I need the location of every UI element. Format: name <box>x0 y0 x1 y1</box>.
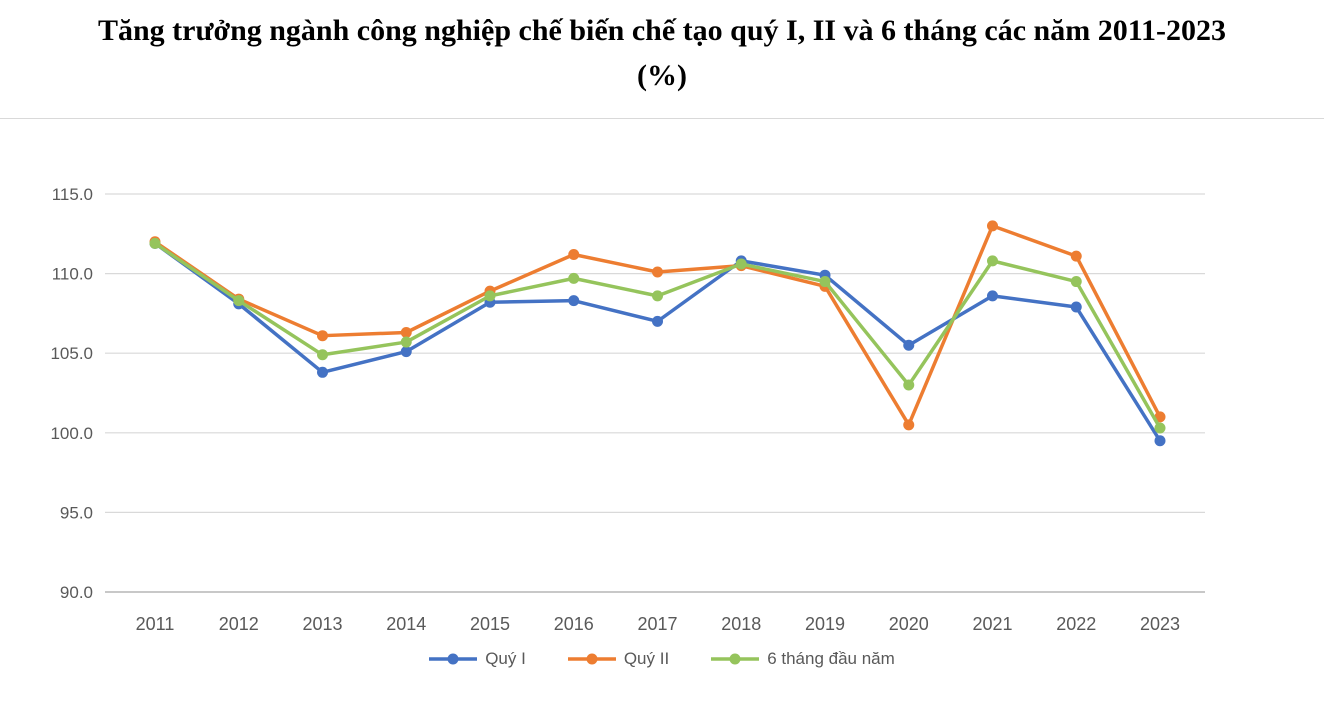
chart-legend: Quý I Quý II 6 tháng đầu năm <box>0 649 1324 669</box>
legend-label-quy-ii: Quý II <box>623 649 670 668</box>
data-point-marker <box>652 290 663 302</box>
data-point-marker <box>317 349 328 361</box>
x-tick-label: 2016 <box>554 614 594 634</box>
x-tick-label: 2019 <box>805 614 845 634</box>
legend-item-quy-i: Quý I <box>429 649 526 669</box>
legend-label-quy-i: Quý I <box>485 649 526 668</box>
chart-title: Tăng trưởng ngành công nghiệp chế biến c… <box>97 14 1227 92</box>
data-point-marker <box>484 290 496 302</box>
data-point-marker <box>652 266 663 278</box>
y-tick-label: 100.0 <box>50 424 93 443</box>
legend-label-6-thang: 6 tháng đầu năm <box>767 649 895 668</box>
legend-marker-quy-i <box>429 652 478 666</box>
legend-item-6-thang: 6 tháng đầu năm <box>711 649 895 669</box>
data-point-marker <box>149 237 161 249</box>
data-point-marker <box>317 330 328 342</box>
data-point-marker <box>1154 422 1166 434</box>
data-point-marker <box>652 315 663 327</box>
data-point-marker <box>987 220 998 232</box>
data-point-marker <box>1070 250 1082 262</box>
y-tick-label: 105.0 <box>50 344 93 363</box>
x-tick-label: 2022 <box>1056 614 1096 634</box>
x-tick-label: 2018 <box>721 614 761 634</box>
data-point-marker <box>233 295 245 307</box>
data-point-marker <box>819 276 831 288</box>
data-point-marker <box>735 258 747 270</box>
data-point-marker <box>987 290 998 302</box>
x-tick-label: 2017 <box>637 614 677 634</box>
legend-marker-6-thang <box>711 652 760 666</box>
line-chart: 90.0 95.0 100.0 105.0 110.0 115.0 2011 2012 2013… <box>50 185 1205 634</box>
y-tick-label: 115.0 <box>52 185 93 204</box>
x-tick-label: 2015 <box>470 614 510 634</box>
y-tick-label: 95.0 <box>60 503 93 522</box>
data-point-marker <box>400 327 412 339</box>
data-point-marker <box>568 248 580 260</box>
y-tick-label: 110.0 <box>52 265 93 284</box>
data-point-marker <box>903 339 915 351</box>
data-point-marker <box>1154 411 1166 423</box>
x-tick-label: 2014 <box>386 614 426 634</box>
x-tick-label: 2023 <box>1140 614 1180 634</box>
y-tick-label: 90.0 <box>60 583 93 602</box>
data-point-marker <box>903 419 915 431</box>
data-point-marker <box>1070 301 1082 313</box>
data-point-marker <box>568 272 580 284</box>
data-point-marker <box>400 346 412 358</box>
legend-marker-quy-ii <box>567 652 616 666</box>
x-tick-label: 2013 <box>302 614 342 634</box>
divider-line <box>0 118 1324 119</box>
x-tick-label: 2020 <box>889 614 929 634</box>
data-point-marker <box>903 379 915 391</box>
data-point-marker <box>400 336 412 348</box>
x-tick-label: 2012 <box>219 614 259 634</box>
x-tick-label: 2011 <box>136 614 175 634</box>
data-point-marker <box>1154 435 1166 447</box>
data-point-marker <box>317 366 328 378</box>
data-point-marker <box>568 295 580 307</box>
x-tick-label: 2021 <box>972 614 1012 634</box>
data-point-marker <box>1070 276 1082 288</box>
data-point-marker <box>987 255 998 267</box>
legend-item-quy-ii: Quý II <box>567 649 670 669</box>
